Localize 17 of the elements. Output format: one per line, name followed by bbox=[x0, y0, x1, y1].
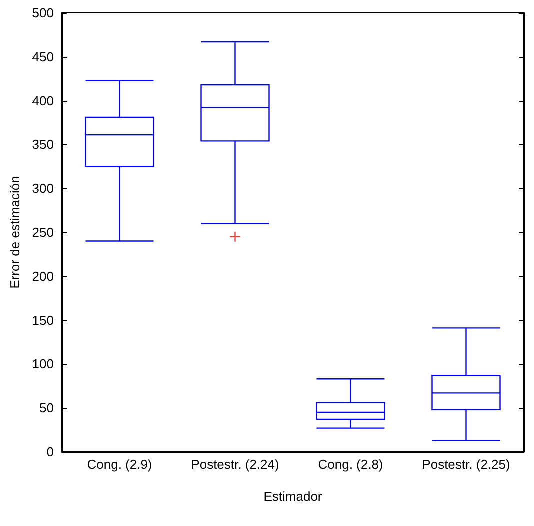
y-tick-label: 150 bbox=[32, 312, 54, 328]
x-tick-label: Cong. (2.9) bbox=[87, 457, 152, 472]
y-axis-title: Error de estimación bbox=[7, 176, 22, 289]
y-tick-label: 100 bbox=[32, 356, 54, 372]
y-tick-label: 300 bbox=[32, 181, 54, 196]
y-tick-label: 50 bbox=[40, 400, 54, 416]
y-tick-label: 450 bbox=[32, 49, 54, 64]
y-tick-label: 350 bbox=[32, 137, 54, 152]
x-axis-title: Estimador bbox=[264, 489, 323, 504]
y-tick-label: 250 bbox=[32, 225, 54, 240]
x-tick-label: Postestr. (2.25) bbox=[422, 457, 510, 472]
y-tick-label: 0 bbox=[46, 444, 54, 460]
x-tick-label: Cong. (2.8) bbox=[318, 457, 384, 472]
y-tick-label: 200 bbox=[32, 268, 54, 284]
x-tick-label: Postestr. (2.24) bbox=[191, 457, 280, 472]
y-tick-label: 500 bbox=[32, 6, 54, 20]
y-tick-label: 400 bbox=[32, 93, 54, 108]
